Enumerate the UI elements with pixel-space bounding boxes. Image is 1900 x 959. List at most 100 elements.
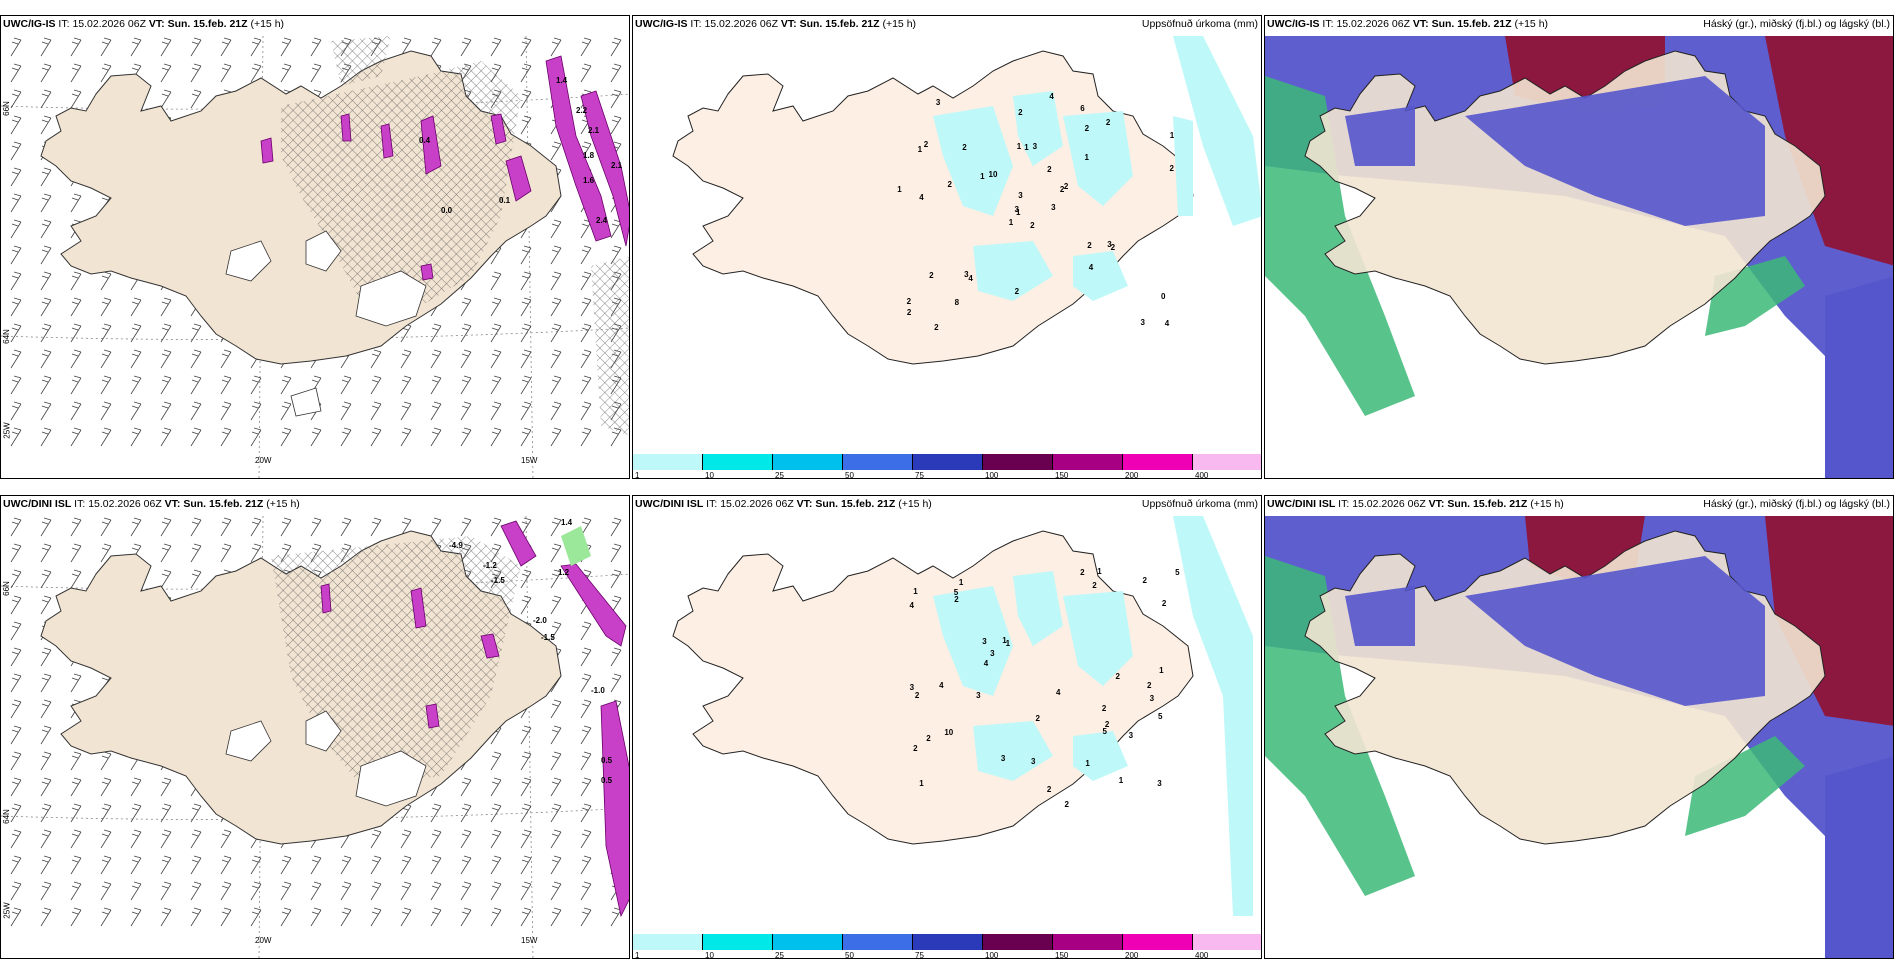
legend-tick-label: 400 (1195, 951, 1209, 959)
precip-value: 5 (1175, 567, 1180, 577)
wind-barb (130, 323, 142, 343)
precip-value: 1 (919, 778, 924, 788)
precip-value: 1 (1015, 207, 1021, 217)
wind-barb (580, 699, 592, 719)
wind-barb (490, 855, 502, 875)
wind-barb (10, 349, 22, 369)
temp-label: -1.5 (491, 576, 505, 585)
wind-barb (520, 725, 532, 745)
wind-barb (70, 401, 82, 421)
temp-label: 0.4 (419, 136, 431, 145)
wind-barb (10, 829, 22, 849)
wind-barb (130, 803, 142, 823)
precip-value: 3 (1018, 191, 1023, 201)
temp-label: 1.8 (583, 151, 595, 160)
wind-barb (310, 907, 322, 927)
wind-barb (580, 855, 592, 875)
wind-barb (460, 37, 472, 57)
wind-barb (100, 803, 112, 823)
wind-barb (100, 297, 112, 317)
wind-barb (40, 647, 52, 667)
precip-value: 2 (1092, 580, 1097, 590)
wind-barb (10, 323, 22, 343)
precip-value: 10 (988, 170, 998, 179)
precip-value: 3 (1032, 142, 1038, 152)
wind-barb (190, 323, 202, 343)
lon-label-15w: 15W (521, 936, 538, 945)
wind-barb (160, 63, 172, 83)
wind-barb (10, 193, 22, 213)
wind-barb (550, 803, 562, 823)
wind-barb (10, 803, 22, 823)
wind-barb (70, 881, 82, 901)
wind-barb (190, 517, 202, 537)
precip-value: 1 (1169, 131, 1175, 141)
wind-barb (550, 427, 562, 447)
wind-barb (280, 517, 292, 537)
wind-barb (220, 517, 232, 537)
precip-value: 5 (953, 587, 959, 597)
legend-swatch (703, 454, 773, 470)
precip-value: 2 (1110, 242, 1116, 252)
wind-barb (550, 855, 562, 875)
wind-barb (10, 401, 22, 421)
precip-value: 2 (1161, 599, 1167, 609)
wind-barb (40, 427, 52, 447)
hatched-area (281, 36, 629, 436)
wind-barb (40, 751, 52, 771)
precip-value: 2 (913, 743, 918, 753)
wind-barb (190, 881, 202, 901)
panel-header: UWC/DINI ISL IT: 15.02.2026 06Z VT: Sun.… (1267, 498, 1564, 510)
wind-barb (520, 595, 532, 615)
precip-value: 3 (990, 649, 995, 659)
panel-top-right-clouds: UWC/IG-IS IT: 15.02.2026 06Z VT: Sun. 15… (1264, 15, 1894, 479)
wind-barb (580, 621, 592, 641)
wind-barb (550, 881, 562, 901)
precip-value: 3 (1107, 239, 1112, 249)
panel-top-left-precip-wind: UWC/IG-IS IT: 15.02.2026 06Z VT: Sun. 15… (0, 15, 630, 479)
wind-barb (160, 89, 172, 109)
wind-barb (70, 751, 82, 771)
precip-value: 3 (1014, 204, 1019, 214)
wind-barb (10, 245, 22, 265)
wind-barb (10, 751, 22, 771)
wind-barb (610, 37, 622, 57)
wind-barb (370, 907, 382, 927)
wind-barb (250, 881, 262, 901)
legend-swatch (633, 454, 703, 470)
wind-barb (520, 829, 532, 849)
wind-barb (490, 427, 502, 447)
temp-label: 2.1 (588, 126, 600, 135)
precip-value: 2 (1115, 672, 1120, 682)
wind-barb (310, 63, 322, 83)
wind-barb (10, 167, 22, 187)
wind-barb (40, 219, 52, 239)
wind-barb (280, 907, 292, 927)
iceland-land (672, 530, 1194, 845)
legend-tick-label: 10 (705, 951, 714, 959)
wind-barb (490, 777, 502, 797)
precip-value: 3 (909, 683, 915, 693)
wind-barb (10, 427, 22, 447)
panel-title: Uppsöfnuð úrkoma (mm) (1141, 18, 1258, 30)
wind-barb (490, 271, 502, 291)
wind-barb (430, 427, 442, 447)
lat-label-64n: 64N (1, 329, 11, 344)
precip-value: 2 (947, 180, 952, 190)
wind-barb (250, 907, 262, 927)
precip-value: 8 (954, 298, 960, 308)
wind-barb (520, 89, 532, 109)
wind-barb (520, 907, 532, 927)
legend-tick-label: 25 (775, 471, 784, 479)
wind-barb (40, 881, 52, 901)
precip-value: 2 (1063, 182, 1069, 192)
precip-value: 1 (897, 184, 902, 194)
wind-barb (460, 375, 472, 395)
wind-barb (190, 427, 202, 447)
precip-value: 1 (913, 587, 918, 597)
wind-barb (400, 907, 412, 927)
wind-barb (40, 193, 52, 213)
wind-barb (340, 401, 352, 421)
wind-barb (520, 297, 532, 317)
wind-barb (40, 777, 52, 797)
